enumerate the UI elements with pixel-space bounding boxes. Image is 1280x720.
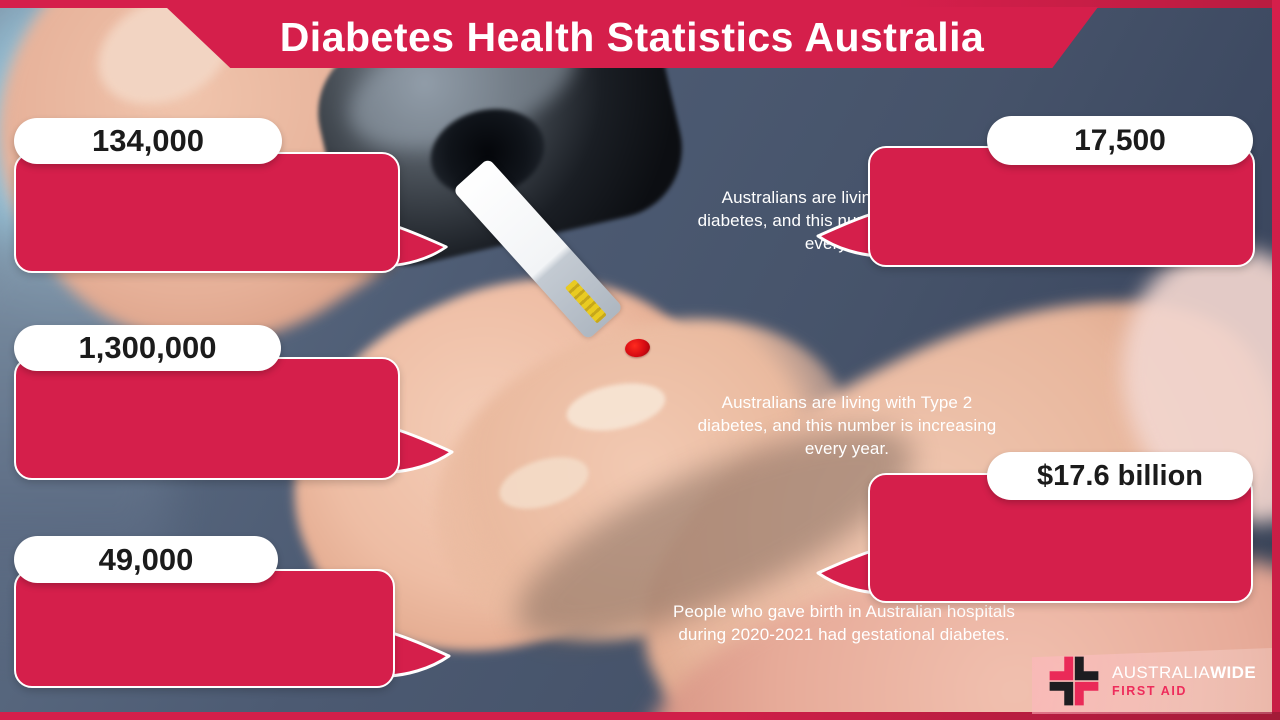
stat-value: 1,300,000 xyxy=(14,325,281,371)
frame-strip-right xyxy=(1272,0,1280,720)
frame-strip-top xyxy=(0,0,1280,8)
speech-tail-left xyxy=(816,210,880,258)
brand-logo-text: AUSTRALIAWIDE FIRST AID xyxy=(1112,664,1256,698)
stat-bubble xyxy=(14,357,400,480)
page-title: Diabetes Health Statistics Australia xyxy=(279,14,985,60)
stat-description: People who gave birth in Australian hosp… xyxy=(673,602,1015,644)
brand-name-regular: AUSTRALIA xyxy=(1112,663,1211,683)
brand-tagline: FIRST AID xyxy=(1112,683,1188,698)
stat-value: $17.6 billion xyxy=(987,452,1253,500)
first-aid-cross-icon xyxy=(1049,656,1099,706)
title-banner: Diabetes Health Statistics Australia xyxy=(166,7,1098,68)
stat-description: Australians are living with Type 2 diabe… xyxy=(697,393,997,458)
brand-logo: AUSTRALIAWIDE FIRST AID xyxy=(1032,648,1272,714)
stat-value: 17,500 xyxy=(987,116,1253,165)
stat-bubble xyxy=(14,152,400,273)
stat-bubble xyxy=(14,569,395,688)
brand-name: AUSTRALIAWIDE xyxy=(1112,664,1256,682)
frame-strip-bottom xyxy=(0,712,1280,720)
speech-tail-right xyxy=(390,426,454,474)
brand-name-bold: WIDE xyxy=(1210,663,1257,683)
speech-tail-left xyxy=(816,547,880,595)
stat-value: 134,000 xyxy=(14,118,282,164)
stat-value: 49,000 xyxy=(14,536,278,583)
speech-tail-right xyxy=(388,222,448,268)
speech-tail-right xyxy=(387,630,451,678)
